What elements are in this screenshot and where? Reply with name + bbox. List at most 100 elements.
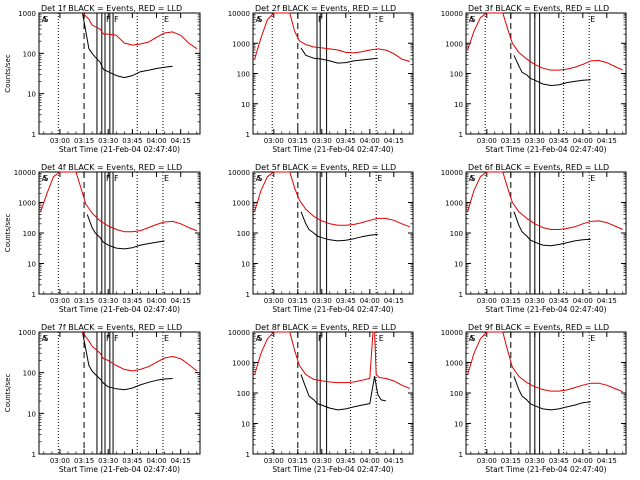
y-tick-label: 100 [237,71,250,79]
events-series-line [300,211,378,242]
panel-title: Det 7f BLACK = Events, RED = LLD [41,323,182,332]
x-axis-label: Start Time (21-Feb-04 02:47:40) [59,305,180,314]
y-tick-label: 10000 [441,329,463,337]
region-label: S [257,174,262,183]
region-label: A [256,334,262,343]
y-tick-label: 10000 [14,169,36,177]
x-tick-label: 03:00 [477,457,497,465]
lld-series-line [254,171,410,228]
panel-title: Det 9f BLACK = Events, RED = LLD [468,323,609,332]
y-tick-label: 10000 [441,169,463,177]
region-label: F [106,15,111,24]
region-label: E [377,174,382,183]
x-tick-label: 03:00 [50,297,70,305]
x-tick-label: 03:15 [74,457,94,465]
x-tick-label: 03:00 [50,137,70,145]
x-tick-label: 03:15 [501,137,521,145]
panel-title: Det 5f BLACK = Events, RED = LLD [255,163,396,172]
plot-frame [252,331,414,455]
region-label: F [106,334,111,343]
y-tick-label: 10000 [228,329,250,337]
region-label: A [42,15,48,24]
x-tick-label: 04:00 [573,457,593,465]
x-tick-label: 04:15 [171,457,191,465]
x-axis-label: Start Time (21-Feb-04 02:47:40) [59,145,180,154]
x-tick-label: 04:15 [171,137,191,145]
region-label: E [164,334,169,343]
y-tick-label: 10000 [441,10,463,18]
y-tick-label: 1000 [445,200,463,208]
x-tick-label: 03:00 [477,297,497,305]
x-tick-label: 04:15 [597,297,617,305]
y-axis-label: Counts/sec [4,374,12,413]
region-label: S [257,334,262,343]
y-tick-label: 1000 [232,360,250,368]
y-tick-label: 1000 [18,10,36,18]
panel-title: Det 2f BLACK = Events, RED = LLD [255,4,396,13]
region-label: F [318,334,323,343]
y-axis-label: Counts/sec [4,214,12,253]
panel-title: Det 3f BLACK = Events, RED = LLD [468,4,609,13]
x-axis-label: Start Time (21-Feb-04 02:47:40) [485,465,606,474]
region-label: E [590,15,595,24]
region-label: S [470,334,475,343]
panel-title: Det 8f BLACK = Events, RED = LLD [255,323,396,332]
y-tick-label: 10 [27,410,36,418]
region-label: A [256,15,262,24]
x-axis-label: Start Time (21-Feb-04 02:47:40) [485,145,606,154]
y-tick-label: 100 [450,390,463,398]
x-tick-label: 04:00 [573,297,593,305]
y-tick-label: 1 [32,451,36,459]
x-tick-label: 03:45 [122,137,142,145]
x-tick-label: 03:30 [525,137,545,145]
region-label: A [42,334,48,343]
x-tick-label: 04:00 [360,297,380,305]
x-tick-label: 03:00 [264,297,284,305]
x-axis-label: Start Time (21-Feb-04 02:47:40) [272,465,393,474]
events-series-line [300,47,378,64]
x-tick-label: 03:00 [50,457,70,465]
x-tick-label: 03:15 [501,457,521,465]
y-tick-label: 1 [459,291,463,299]
panel-9: Det 9f BLACK = Events, RED = LLD 1 10 100 10… [441,323,627,474]
x-tick-label: 03:30 [525,297,545,305]
lld-series-line [467,12,624,71]
region-label: S [257,15,262,24]
region-label: A [256,174,262,183]
y-tick-label: 10 [454,421,463,429]
plot-frame [38,331,201,455]
x-tick-label: 04:15 [384,137,404,145]
x-axis-label: Start Time (21-Feb-04 02:47:40) [272,305,393,314]
x-tick-label: 04:15 [171,297,191,305]
x-tick-label: 03:45 [549,297,569,305]
region-label: S [470,15,475,24]
events-series-line [43,331,173,391]
x-tick-label: 04:00 [360,137,380,145]
region-label: F [114,334,119,343]
panel-title: Det 4f BLACK = Events, RED = LLD [41,163,182,172]
x-tick-label: 03:15 [288,297,308,305]
y-tick-label: 10000 [228,169,250,177]
x-tick-label: 03:45 [549,457,569,465]
region-label: E [164,174,169,183]
y-tick-label: 100 [237,230,250,238]
y-tick-label: 1 [246,131,250,139]
x-tick-label: 04:00 [146,137,166,145]
panel-3: Det 3f BLACK = Events, RED = LLD 1 10 100 10… [441,4,627,154]
y-tick-label: 10 [27,261,36,269]
x-tick-label: 03:45 [122,457,142,465]
panel-title: Det 6f BLACK = Events, RED = LLD [468,163,609,172]
x-tick-label: 03:45 [549,137,569,145]
y-tick-label: 10 [454,101,463,109]
panel-8: Det 8f BLACK = Events, RED = LLD 1 10 100 10… [228,323,414,474]
plot-frame [38,171,201,295]
y-tick-label: 10 [241,101,250,109]
x-tick-label: 03:30 [525,457,545,465]
x-tick-label: 03:15 [501,297,521,305]
events-series-line [513,211,591,247]
y-tick-label: 1000 [18,329,36,337]
y-tick-label: 1 [459,131,463,139]
y-tick-label: 1 [246,451,250,459]
x-tick-label: 03:30 [312,297,332,305]
x-tick-label: 03:15 [288,137,308,145]
